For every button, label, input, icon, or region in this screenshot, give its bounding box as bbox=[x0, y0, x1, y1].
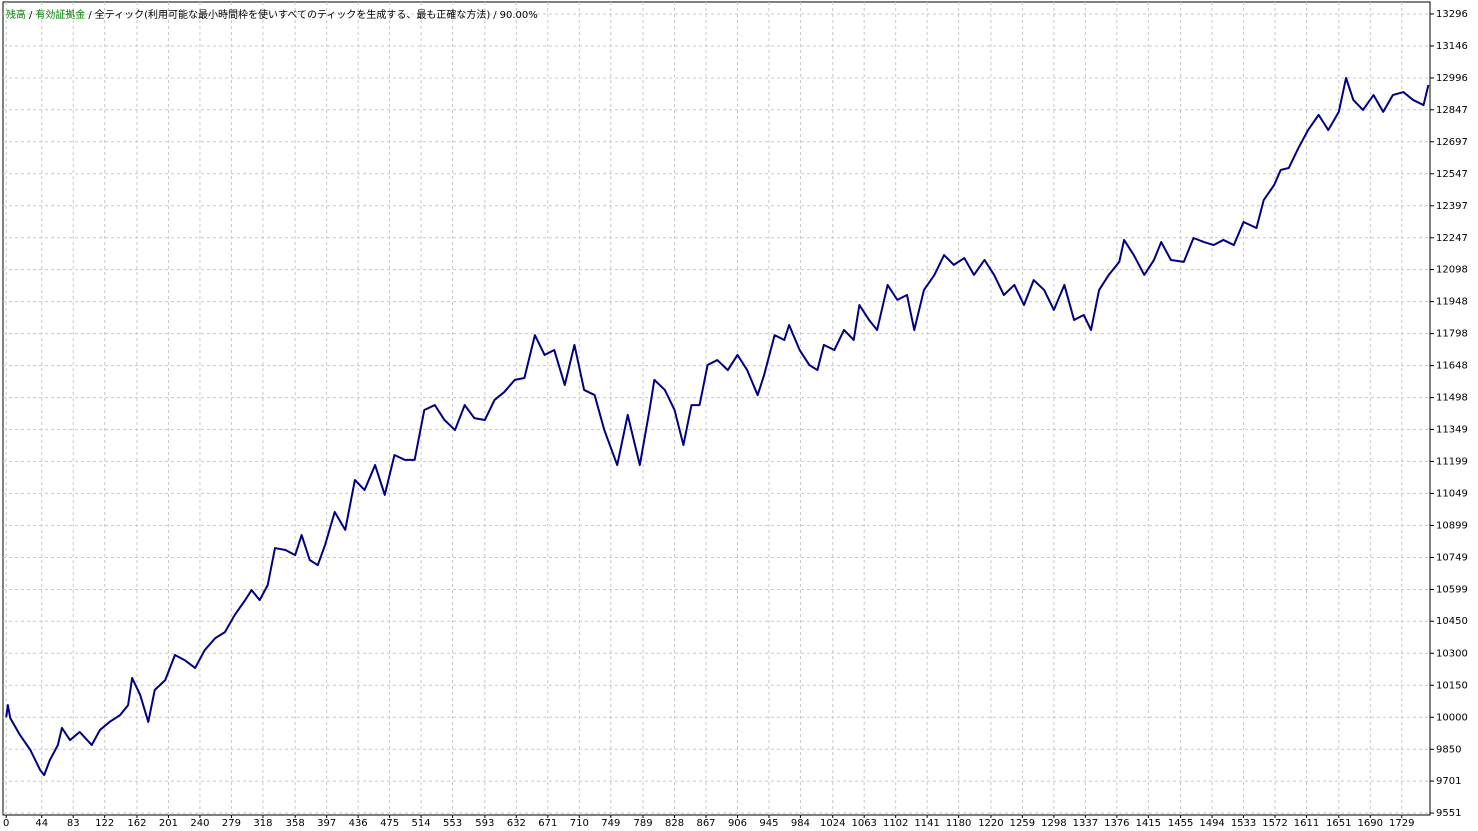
x-tick-label: 318 bbox=[253, 818, 272, 829]
x-tick-label: 906 bbox=[728, 818, 747, 829]
y-tick-label: 9551 bbox=[1436, 808, 1461, 819]
x-tick-label: 1572 bbox=[1262, 818, 1287, 829]
y-tick-label: 10300 bbox=[1436, 648, 1468, 659]
y-tick-label: 11798 bbox=[1436, 329, 1468, 340]
x-tick-label: 867 bbox=[696, 818, 715, 829]
x-tick-label: 1729 bbox=[1389, 818, 1414, 829]
x-tick-label: 1102 bbox=[883, 818, 908, 829]
x-tick-label: 514 bbox=[412, 818, 431, 829]
y-tick-label: 12098 bbox=[1436, 265, 1468, 276]
y-tick-label: 10599 bbox=[1436, 584, 1468, 595]
x-tick-label: 1376 bbox=[1104, 818, 1129, 829]
x-tick-label: 1494 bbox=[1199, 818, 1224, 829]
separator: / bbox=[88, 10, 92, 21]
y-tick-label: 12847 bbox=[1436, 105, 1468, 116]
x-tick-label: 162 bbox=[127, 818, 146, 829]
y-tick-label: 11199 bbox=[1436, 456, 1468, 467]
y-tick-label: 12397 bbox=[1436, 201, 1468, 212]
y-tick-label: 9850 bbox=[1436, 744, 1461, 755]
y-tick-label: 13296 bbox=[1436, 9, 1468, 20]
y-tick-label: 10749 bbox=[1436, 552, 1468, 563]
x-tick-label: 1455 bbox=[1168, 818, 1193, 829]
x-tick-label: 397 bbox=[317, 818, 336, 829]
x-tick-label: 83 bbox=[67, 818, 80, 829]
x-tick-label: 828 bbox=[665, 818, 684, 829]
x-tick-label: 0 bbox=[3, 818, 9, 829]
x-tick-label: 279 bbox=[222, 818, 241, 829]
plot-frame bbox=[2, 1, 1431, 816]
separator: / bbox=[493, 10, 497, 21]
x-tick-label: 1533 bbox=[1231, 818, 1256, 829]
x-tick-label: 1180 bbox=[946, 818, 971, 829]
x-tick-label: 358 bbox=[286, 818, 305, 829]
x-tick-label: 1298 bbox=[1041, 818, 1066, 829]
y-tick-label: 10150 bbox=[1436, 680, 1468, 691]
y-tick-label: 11049 bbox=[1436, 488, 1468, 499]
x-tick-label: 44 bbox=[35, 818, 48, 829]
x-tick-label: 1024 bbox=[820, 818, 845, 829]
x-tick-label: 984 bbox=[791, 818, 810, 829]
x-tick-label: 1337 bbox=[1073, 818, 1098, 829]
y-tick-label: 9701 bbox=[1436, 776, 1461, 787]
x-tick-label: 789 bbox=[634, 818, 653, 829]
x-tick-label: 201 bbox=[159, 818, 178, 829]
x-tick-label: 1651 bbox=[1326, 818, 1351, 829]
model-label: 全ティック(利用可能な最小時間枠を使いすべてのティックを生成する、最も正確な方法… bbox=[94, 10, 491, 21]
y-tick-label: 13146 bbox=[1436, 41, 1468, 52]
x-tick-label: 553 bbox=[443, 818, 462, 829]
x-tick-label: 436 bbox=[349, 818, 368, 829]
y-tick-label: 10899 bbox=[1436, 520, 1468, 531]
x-tick-label: 749 bbox=[601, 818, 620, 829]
x-tick-label: 593 bbox=[475, 818, 494, 829]
y-tick-label: 11948 bbox=[1436, 297, 1468, 308]
x-tick-label: 1611 bbox=[1294, 818, 1319, 829]
x-tick-label: 632 bbox=[507, 818, 526, 829]
y-tick-label: 10000 bbox=[1436, 712, 1468, 723]
y-tick-label: 12697 bbox=[1436, 137, 1468, 148]
y-tick-label: 12996 bbox=[1436, 73, 1468, 84]
chart-header: 残高 / 有効証拠金 / 全ティック(利用可能な最小時間枠を使いすべてのティックを生成す… bbox=[6, 6, 541, 21]
x-tick-label: 122 bbox=[95, 818, 114, 829]
x-tick-label: 1220 bbox=[978, 818, 1003, 829]
y-tick-label: 12247 bbox=[1436, 233, 1468, 244]
y-tick-label: 11648 bbox=[1436, 361, 1468, 372]
x-tick-label: 1690 bbox=[1358, 818, 1383, 829]
separator: / bbox=[29, 10, 33, 21]
y-tick-label: 11349 bbox=[1436, 424, 1468, 435]
x-tick-label: 1259 bbox=[1010, 818, 1035, 829]
quality-label: 90.00% bbox=[499, 10, 538, 21]
x-tick-label: 710 bbox=[570, 818, 589, 829]
y-tick-label: 12547 bbox=[1436, 169, 1468, 180]
x-tick-label: 475 bbox=[380, 818, 399, 829]
x-tick-label: 1141 bbox=[914, 818, 939, 829]
x-tick-label: 945 bbox=[759, 818, 778, 829]
x-tick-label: 240 bbox=[190, 818, 209, 829]
balance-line bbox=[5, 76, 1430, 777]
equity-legend: 有効証拠金 bbox=[35, 10, 86, 21]
y-tick-label: 11498 bbox=[1436, 393, 1468, 404]
y-tick-label: 10450 bbox=[1436, 616, 1468, 627]
x-tick-label: 1063 bbox=[851, 818, 876, 829]
x-tick-label: 1415 bbox=[1136, 818, 1161, 829]
balance-legend: 残高 bbox=[6, 10, 26, 21]
x-tick-label: 671 bbox=[538, 818, 557, 829]
